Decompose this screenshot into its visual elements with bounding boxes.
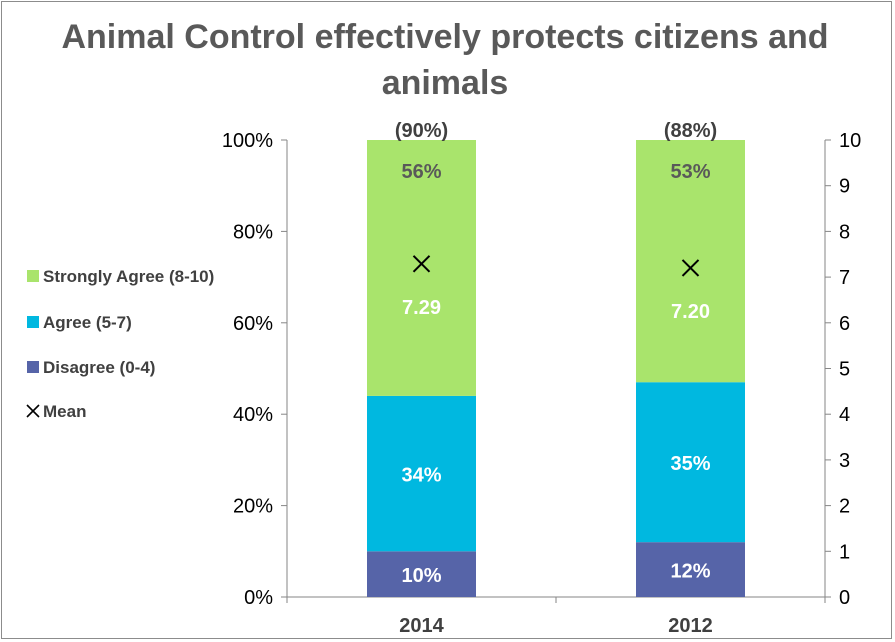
mean-marker xyxy=(412,255,431,273)
legend-label: Strongly Agree (8-10) xyxy=(43,267,214,286)
segment-label: 10% xyxy=(401,565,441,587)
segment-label: 35% xyxy=(670,453,710,475)
right-tick-label: 0 xyxy=(839,587,850,609)
right-tick-label: 5 xyxy=(839,359,850,381)
bar-segment xyxy=(367,140,476,396)
right-tick-label: 8 xyxy=(839,221,850,243)
legend: Strongly Agree (8-10) Agree (5-7) Disagree… xyxy=(26,267,214,421)
total-label: (88%) xyxy=(664,120,717,142)
bar-segment xyxy=(636,382,745,543)
left-tick-label: 100% xyxy=(222,130,273,152)
segment-label: 12% xyxy=(670,561,710,583)
segment-label: 56% xyxy=(401,161,441,183)
legend-mean-marker xyxy=(26,404,40,418)
legend-item: Strongly Agree (8-10) xyxy=(27,267,214,286)
mean-marker-stroke xyxy=(681,259,700,277)
bars xyxy=(367,140,745,597)
right-tick-label: 10 xyxy=(839,130,861,152)
chart-title: Animal Control effectively protects citi… xyxy=(61,18,829,102)
segment-label: 53% xyxy=(670,161,710,183)
legend-swatch xyxy=(27,316,39,328)
bar-segment xyxy=(636,140,745,383)
total-label: (90%) xyxy=(395,120,448,142)
right-tick-label: 7 xyxy=(839,267,850,289)
right-tick-label: 1 xyxy=(839,541,850,563)
left-tick-label: 0% xyxy=(244,587,273,609)
legend-item: Agree (5-7) xyxy=(27,313,132,332)
bar-segment xyxy=(367,395,476,552)
legend-label: Disagree (0-4) xyxy=(43,358,155,377)
legend-item: Disagree (0-4) xyxy=(27,358,155,377)
mean-label: 7.20 xyxy=(671,301,710,323)
mean-marker xyxy=(681,259,700,277)
right-tick-label: 2 xyxy=(839,496,850,518)
bar-segment xyxy=(367,551,476,597)
legend-label: Mean xyxy=(43,402,86,421)
legend-item: Mean xyxy=(26,402,86,421)
left-tick-label: 60% xyxy=(233,313,273,335)
bar-segment xyxy=(636,542,745,597)
segment-label: 34% xyxy=(401,465,441,487)
data-labels: 10% 34% 56% (90%) 7.29 12% 35% 53% (88%) 7.20 xyxy=(395,120,717,587)
right-tick-label: 6 xyxy=(839,313,850,335)
right-tick-label: 3 xyxy=(839,450,850,472)
x-category-label: 2014 xyxy=(399,615,444,637)
mean-marker-stroke xyxy=(412,255,431,273)
right-tick-label: 9 xyxy=(839,176,850,198)
left-tick-label: 40% xyxy=(233,404,273,426)
legend-label: Agree (5-7) xyxy=(43,313,132,332)
left-tick-label: 80% xyxy=(233,221,273,243)
legend-swatch xyxy=(27,270,39,282)
x-category-label: 2012 xyxy=(668,615,713,637)
right-tick-label: 4 xyxy=(839,404,850,426)
legend-swatch xyxy=(27,361,39,373)
axes: 0% 20% 40% 60% 80% 100% 0 1 2 3 4 5 6 7 8 9 10 2014 2012 xyxy=(222,130,861,637)
mean-label: 7.29 xyxy=(402,297,441,319)
left-tick-label: 20% xyxy=(233,496,273,518)
